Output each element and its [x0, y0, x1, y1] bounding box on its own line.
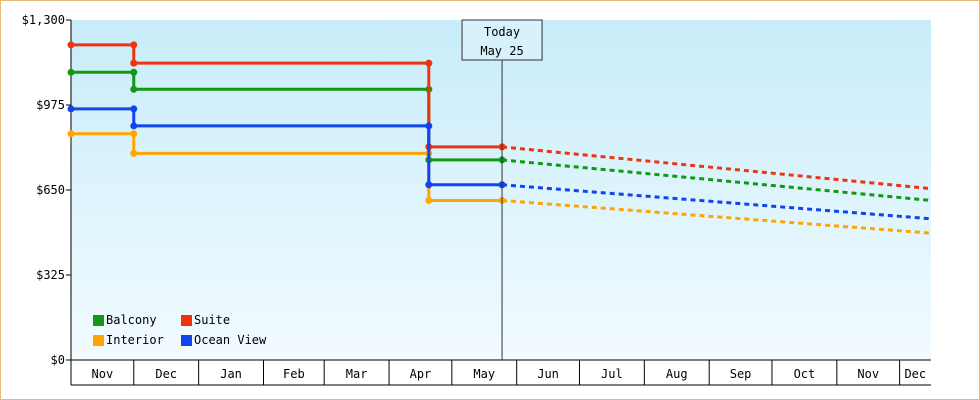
x-tick-label: Oct — [794, 367, 816, 381]
y-tick-label: $325 — [36, 268, 65, 282]
x-tick-label: Nov — [857, 367, 879, 381]
legend: Balcony Suite Interior Ocean View — [93, 313, 267, 347]
data-point — [130, 85, 138, 93]
data-point — [130, 68, 138, 76]
today-date-label: May 25 — [480, 44, 523, 58]
today-label: Today — [484, 25, 520, 39]
data-point — [130, 105, 138, 113]
plot-background — [71, 20, 931, 360]
data-point — [130, 59, 138, 67]
today-marker: Today May 25 — [461, 19, 543, 360]
y-tick-label: $1,300 — [22, 13, 65, 27]
x-axis: Nov Dec Jan Feb Mar Apr May Jun Jul Aug Sep Oct Nov D… — [70, 359, 931, 386]
legend-item: Suite — [181, 313, 230, 327]
x-tick-label: Dec — [155, 367, 177, 381]
legend-swatch — [93, 315, 104, 326]
x-tick-label: Mar — [346, 367, 368, 381]
x-tick-label: Jan — [220, 367, 242, 381]
legend-swatch — [181, 315, 192, 326]
data-point — [67, 105, 75, 113]
legend-swatch — [181, 335, 192, 346]
series-line — [71, 70, 503, 162]
x-tick-label: Sep — [730, 367, 752, 381]
legend-label: Ocean View — [194, 333, 267, 347]
legend-label: Balcony — [106, 313, 157, 327]
legend-swatch — [93, 335, 104, 346]
legend-item: Balcony — [93, 313, 157, 327]
data-point — [67, 68, 75, 76]
legend-item: Interior — [93, 333, 164, 347]
data-point — [425, 181, 433, 189]
data-point — [130, 41, 138, 49]
series-lines — [67, 41, 932, 235]
series-ocean-view — [67, 105, 932, 221]
data-point — [425, 196, 433, 204]
x-tick-label: Aug — [666, 367, 688, 381]
data-point — [425, 122, 433, 130]
x-tick-label: Feb — [283, 367, 305, 381]
series-line — [71, 43, 503, 149]
y-tick-label: $650 — [36, 183, 65, 197]
data-point — [67, 130, 75, 138]
legend-label: Suite — [194, 313, 230, 327]
x-tick-label: Jun — [537, 367, 559, 381]
y-tick-label: $0 — [51, 353, 65, 367]
x-tick-label: May — [473, 367, 495, 381]
x-tick-label: Apr — [410, 367, 432, 381]
data-point — [67, 41, 75, 49]
series-interior — [67, 130, 932, 235]
series-balcony — [67, 68, 932, 202]
legend-label: Interior — [106, 333, 164, 347]
data-point — [130, 130, 138, 138]
y-axis: $0 $325 $650 $975 $1,300 — [22, 13, 72, 367]
legend-item: Ocean View — [181, 333, 267, 347]
x-tick-label: Jul — [601, 367, 623, 381]
y-tick-label: $975 — [36, 98, 65, 112]
series-line — [71, 107, 503, 187]
today-box — [461, 19, 543, 61]
x-tick-label: Dec — [904, 367, 926, 381]
x-tick-label: Nov — [92, 367, 114, 381]
data-point — [425, 59, 433, 67]
series-line — [71, 132, 503, 202]
data-point — [130, 122, 138, 130]
data-point — [130, 149, 138, 157]
